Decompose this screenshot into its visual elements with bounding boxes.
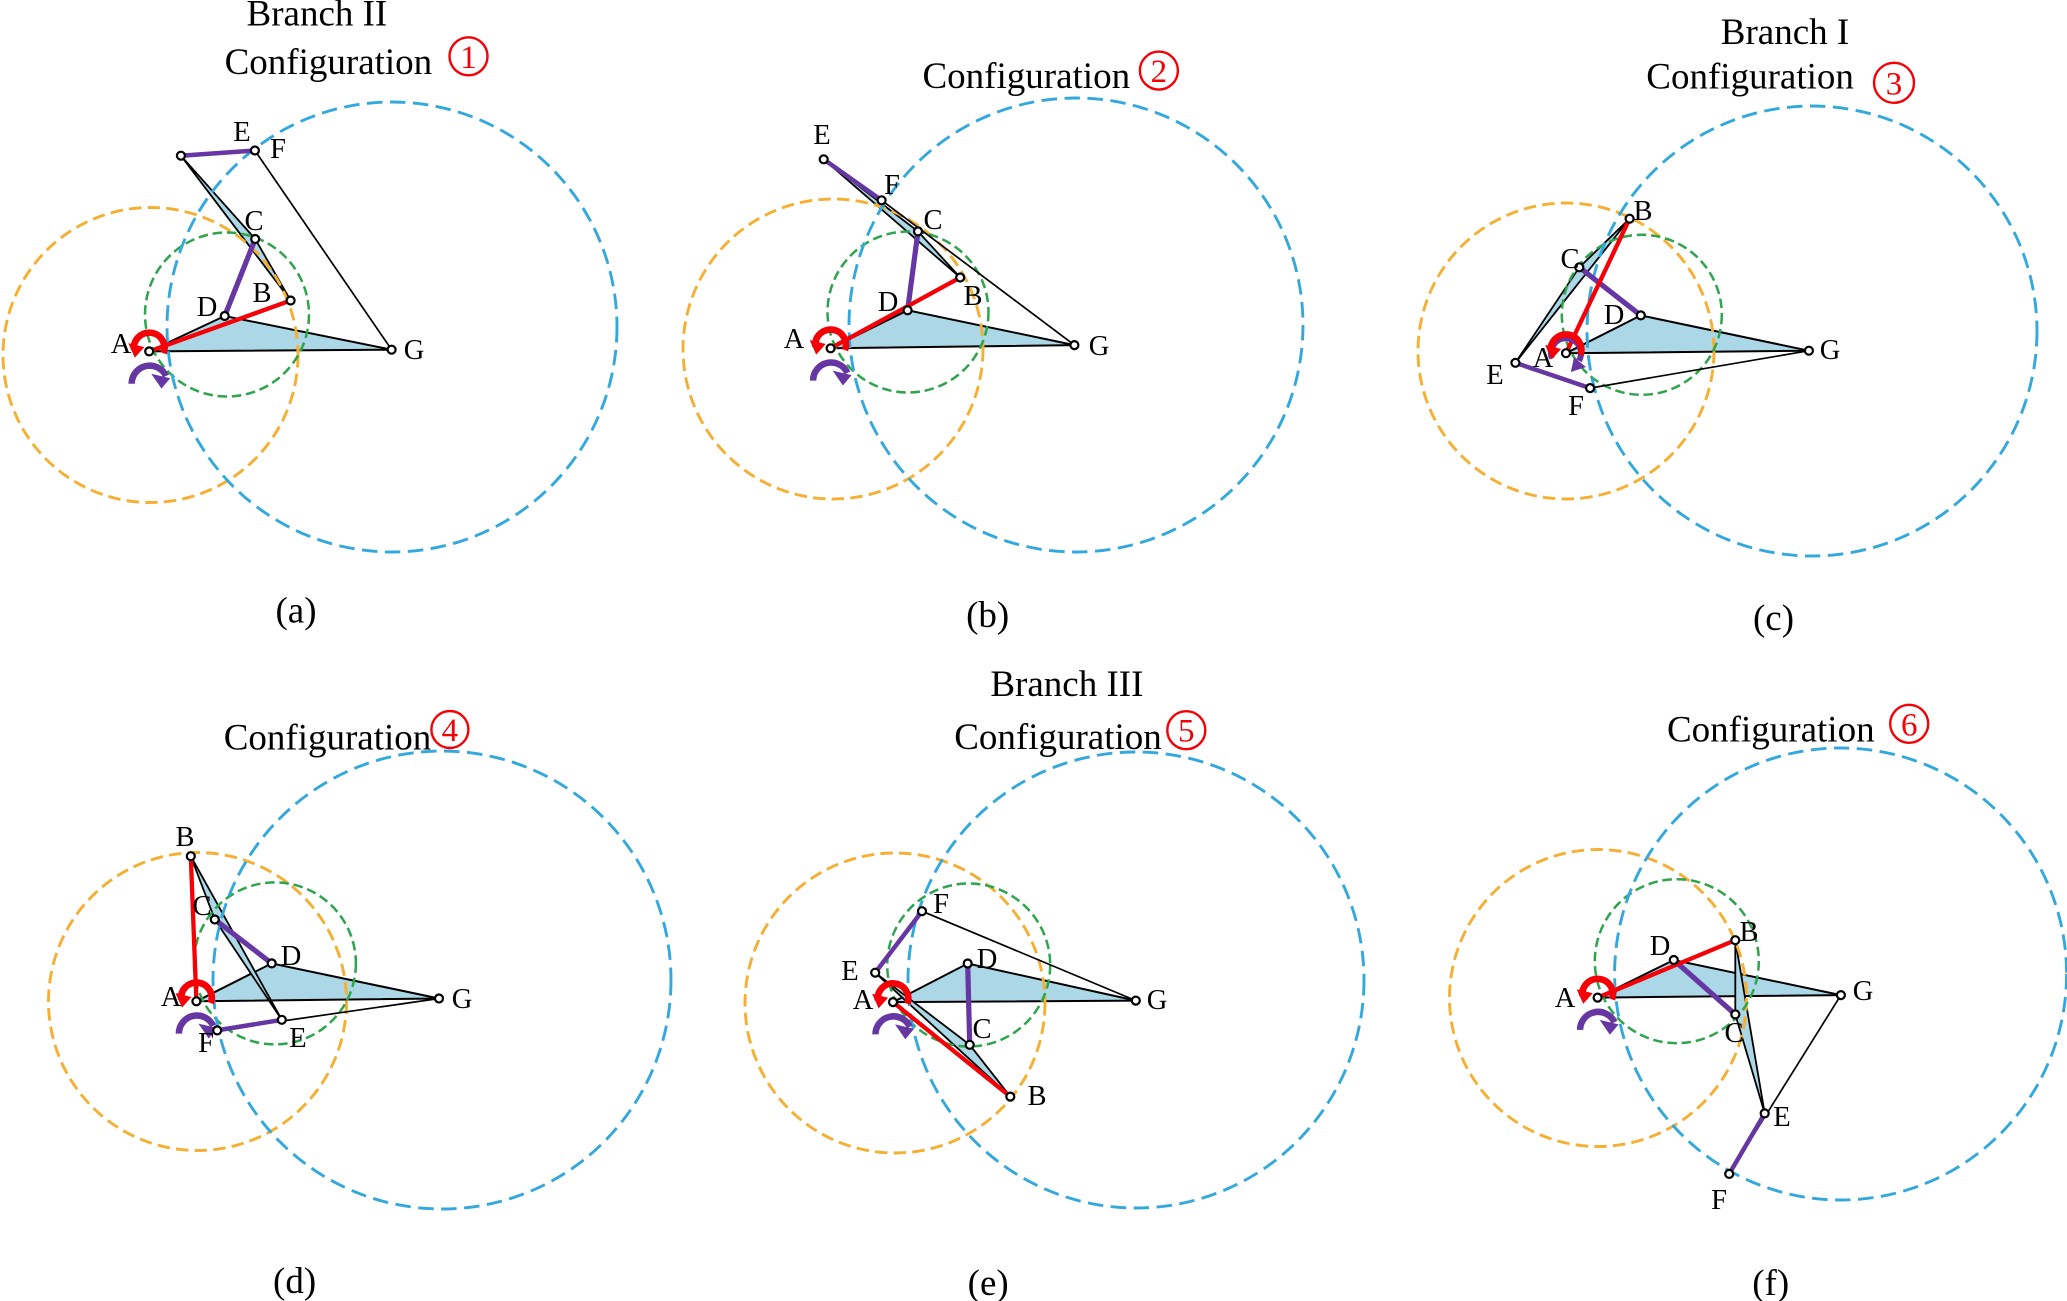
svg-text:F: F	[1711, 1185, 1727, 1216]
svg-text:2: 2	[1151, 54, 1168, 90]
svg-text:Branch III: Branch III	[990, 664, 1143, 705]
svg-text:Configuration: Configuration	[224, 717, 432, 758]
svg-text:G: G	[1853, 976, 1874, 1007]
svg-text:Configuration: Configuration	[1646, 56, 1854, 97]
svg-text:Branch II: Branch II	[247, 0, 388, 35]
svg-text:B: B	[175, 822, 194, 853]
svg-text:6: 6	[1901, 707, 1918, 743]
svg-text:(b): (b)	[966, 595, 1009, 636]
svg-text:A: A	[784, 324, 805, 355]
svg-text:E: E	[813, 120, 830, 151]
svg-text:B: B	[1739, 917, 1758, 948]
svg-text:D: D	[281, 941, 302, 972]
svg-text:E: E	[233, 117, 250, 148]
svg-text:C: C	[923, 205, 942, 236]
svg-text:G: G	[1089, 331, 1110, 362]
svg-text:E: E	[289, 1023, 306, 1054]
svg-text:D: D	[1650, 931, 1671, 962]
svg-text:4: 4	[442, 713, 459, 749]
svg-text:D: D	[977, 944, 998, 975]
svg-text:C: C	[244, 206, 263, 237]
svg-text:G: G	[404, 335, 425, 366]
svg-text:A: A	[161, 982, 182, 1013]
svg-text:G: G	[452, 984, 473, 1015]
svg-text:(c): (c)	[1753, 598, 1794, 639]
svg-text:C: C	[1724, 1018, 1743, 1049]
svg-text:F: F	[198, 1028, 214, 1059]
svg-text:(f): (f)	[1752, 1263, 1789, 1301]
svg-text:A: A	[111, 329, 132, 360]
svg-text:B: B	[1633, 196, 1652, 227]
svg-text:D: D	[1604, 300, 1625, 331]
svg-text:(e): (e)	[968, 1263, 1009, 1301]
svg-text:F: F	[933, 889, 949, 920]
svg-text:F: F	[884, 170, 900, 201]
svg-text:1: 1	[460, 40, 477, 76]
svg-text:G: G	[1820, 335, 1841, 366]
svg-text:D: D	[878, 287, 899, 318]
svg-text:A: A	[853, 985, 874, 1016]
svg-text:3: 3	[1886, 66, 1903, 102]
svg-text:G: G	[1147, 985, 1168, 1016]
svg-text:A: A	[1533, 343, 1554, 374]
svg-text:E: E	[841, 956, 858, 987]
svg-text:C: C	[192, 891, 211, 922]
svg-text:C: C	[972, 1014, 991, 1045]
svg-text:Configuration: Configuration	[923, 56, 1131, 97]
svg-text:(d): (d)	[273, 1261, 316, 1301]
svg-text:Configuration: Configuration	[1667, 710, 1875, 751]
svg-text:5: 5	[1178, 714, 1195, 750]
svg-text:C: C	[1560, 244, 1579, 275]
svg-text:E: E	[1486, 360, 1503, 391]
svg-text:Branch I: Branch I	[1721, 12, 1849, 53]
svg-text:(a): (a)	[275, 591, 316, 632]
svg-text:B: B	[252, 278, 271, 309]
svg-text:F: F	[270, 134, 286, 165]
svg-text:A: A	[1555, 983, 1576, 1014]
svg-text:B: B	[963, 281, 982, 312]
svg-text:F: F	[1568, 391, 1584, 422]
svg-text:B: B	[1027, 1081, 1046, 1112]
svg-text:D: D	[197, 292, 218, 323]
svg-text:Configuration: Configuration	[954, 717, 1162, 758]
svg-text:Configuration: Configuration	[225, 42, 433, 83]
svg-text:E: E	[1773, 1102, 1790, 1133]
